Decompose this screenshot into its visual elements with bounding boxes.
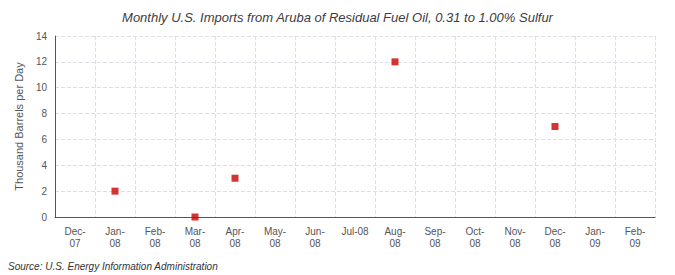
svg-text:08: 08 (509, 238, 521, 249)
svg-text:07: 07 (69, 238, 81, 249)
svg-text:08: 08 (109, 238, 121, 249)
svg-text:08: 08 (229, 238, 241, 249)
svg-text:Apr-: Apr- (226, 226, 245, 237)
svg-text:08: 08 (469, 238, 481, 249)
svg-text:Jan-: Jan- (585, 226, 604, 237)
svg-text:Dec-: Dec- (544, 226, 565, 237)
svg-text:Source: U.S. Energy Informatio: Source: U.S. Energy Information Administ… (8, 261, 218, 272)
svg-text:Feb-: Feb- (625, 226, 646, 237)
svg-text:Aug-: Aug- (384, 226, 405, 237)
svg-text:Thousand Barrels per Day: Thousand Barrels per Day (13, 62, 25, 191)
svg-text:Jul-08: Jul-08 (341, 226, 369, 237)
svg-text:Dec-: Dec- (64, 226, 85, 237)
svg-text:May-: May- (264, 226, 286, 237)
svg-text:08: 08 (309, 238, 321, 249)
svg-text:8: 8 (41, 108, 47, 119)
svg-text:12: 12 (36, 56, 48, 67)
svg-text:0: 0 (41, 212, 47, 223)
svg-text:4: 4 (41, 160, 47, 171)
svg-text:Jan-: Jan- (105, 226, 124, 237)
svg-text:08: 08 (389, 238, 401, 249)
svg-text:Jun-: Jun- (305, 226, 324, 237)
svg-text:Sep-: Sep- (424, 226, 445, 237)
svg-text:Monthly U.S. Imports from Arub: Monthly U.S. Imports from Aruba of Resid… (122, 10, 554, 25)
svg-text:6: 6 (41, 134, 47, 145)
svg-text:14: 14 (36, 31, 48, 42)
svg-text:Mar-: Mar- (185, 226, 206, 237)
svg-text:08: 08 (269, 238, 281, 249)
svg-text:Feb-: Feb- (145, 226, 166, 237)
svg-text:Nov-: Nov- (504, 226, 525, 237)
svg-text:2: 2 (41, 186, 47, 197)
svg-text:08: 08 (149, 238, 161, 249)
svg-text:08: 08 (429, 238, 441, 249)
svg-text:08: 08 (189, 238, 201, 249)
svg-text:08: 08 (549, 238, 561, 249)
svg-text:10: 10 (36, 82, 48, 93)
svg-text:09: 09 (589, 238, 601, 249)
svg-text:09: 09 (629, 238, 641, 249)
svg-text:Oct-: Oct- (466, 226, 485, 237)
